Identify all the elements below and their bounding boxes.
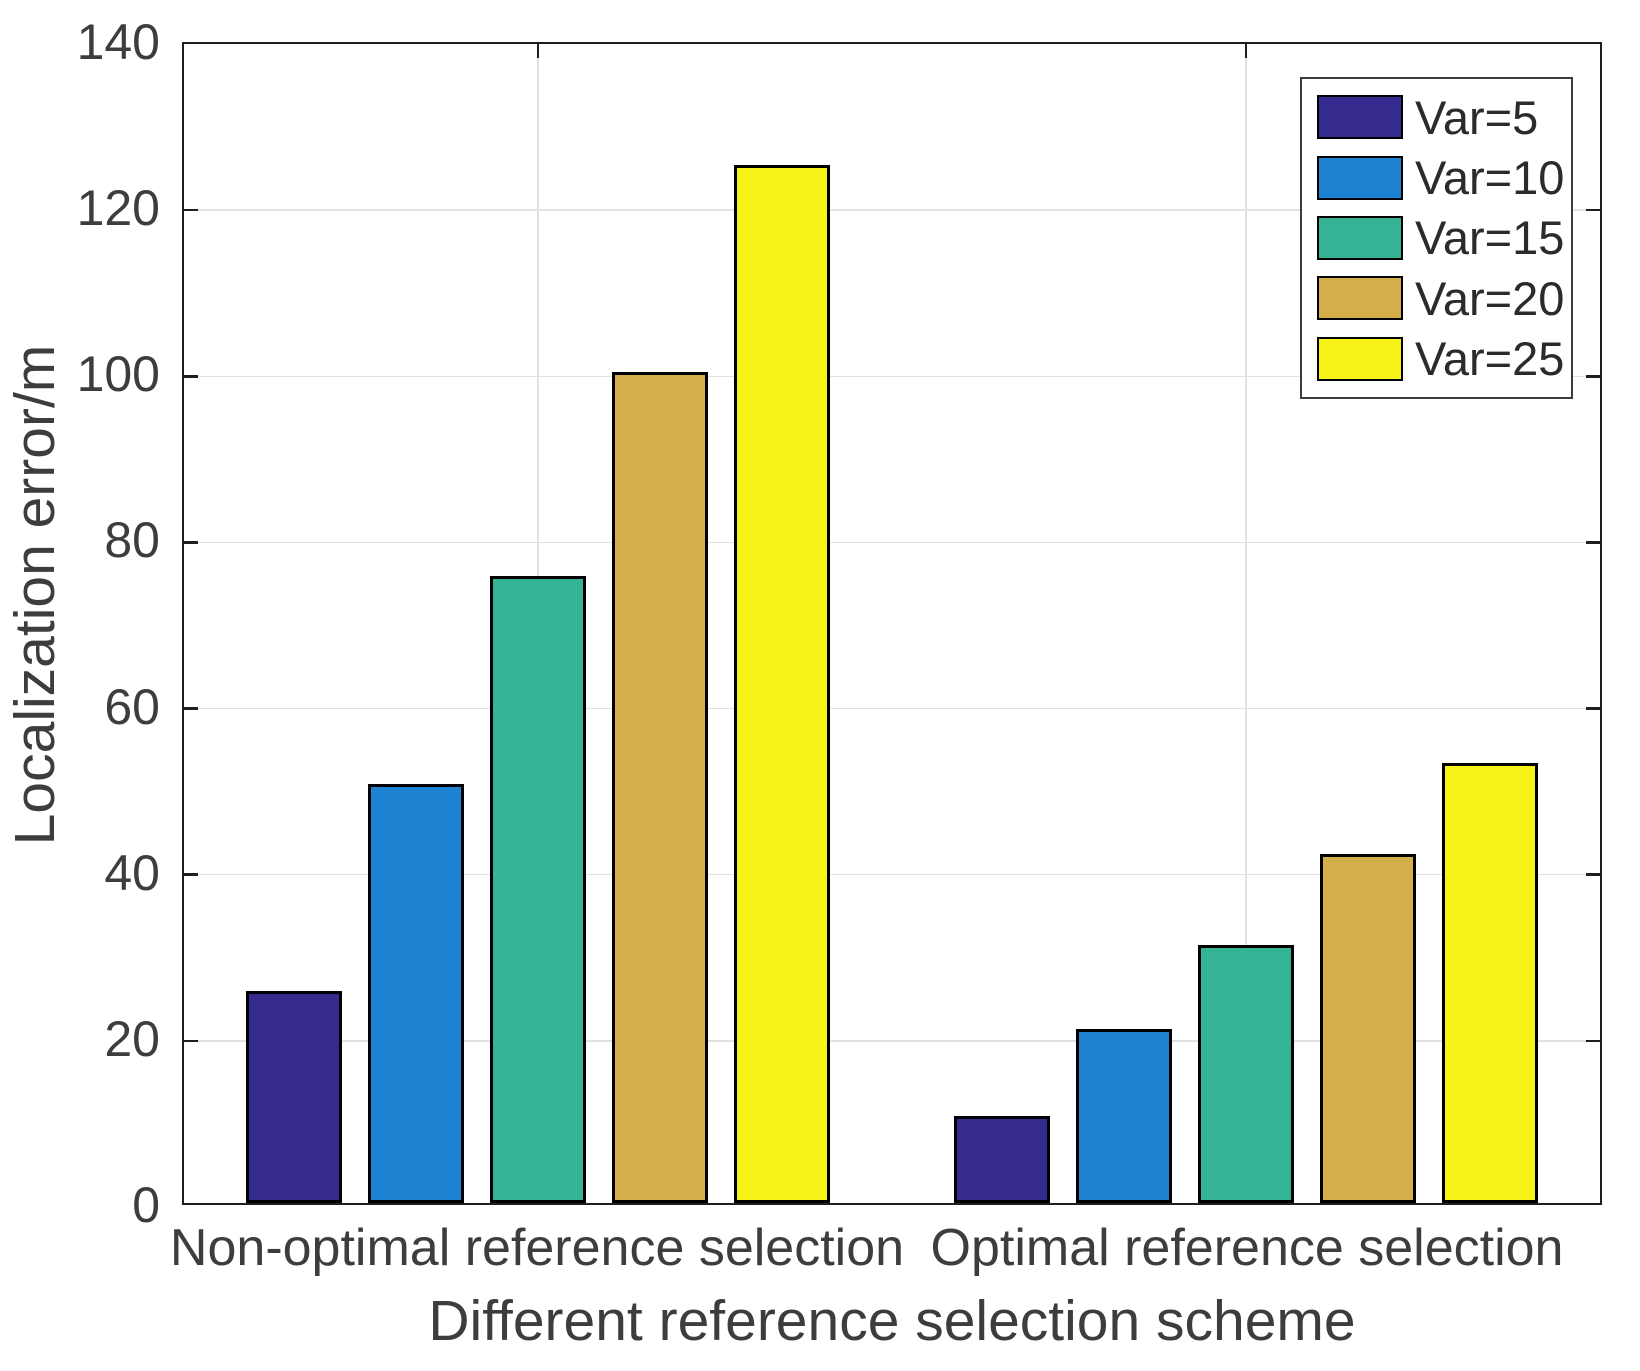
y-axis-label: Localization error/m bbox=[3, 344, 67, 846]
x-axis-title: Different reference selection scheme bbox=[428, 1289, 1356, 1353]
y-tick-label: 20 bbox=[104, 1010, 160, 1067]
y-tick-label: 140 bbox=[76, 14, 160, 70]
bar-group bbox=[246, 164, 830, 1203]
bar-var-5 bbox=[246, 991, 342, 1203]
y-tick-label: 0 bbox=[132, 1177, 160, 1233]
bar-var-25 bbox=[1442, 762, 1538, 1203]
y-tick-label: 80 bbox=[104, 512, 160, 569]
legend-swatch bbox=[1317, 276, 1403, 321]
bar-var-5 bbox=[954, 1115, 1050, 1203]
y-tick-left bbox=[184, 375, 198, 378]
x-tick-top bbox=[1244, 44, 1248, 58]
y-tick-label: 120 bbox=[76, 180, 160, 237]
legend-label: Var=5 bbox=[1415, 90, 1539, 144]
bar-var-20 bbox=[1320, 854, 1416, 1203]
x-category-label: Non-optimal reference selection bbox=[169, 1219, 905, 1277]
legend-swatch bbox=[1317, 336, 1403, 381]
y-gridline bbox=[184, 375, 1600, 378]
y-tick-label: 60 bbox=[104, 678, 160, 735]
y-tick-label: 100 bbox=[76, 346, 160, 403]
y-gridline bbox=[184, 209, 1600, 211]
y-tick-right bbox=[1586, 208, 1600, 212]
plot-inner bbox=[184, 44, 1600, 1203]
legend-swatch bbox=[1317, 215, 1403, 260]
x-category-label: Optimal reference selection bbox=[930, 1219, 1564, 1277]
bar-var-10 bbox=[368, 783, 464, 1203]
legend-entry: Var=20 bbox=[1302, 275, 1571, 322]
legend-swatch bbox=[1317, 155, 1403, 200]
bar-var-25 bbox=[734, 164, 830, 1203]
legend-label: Var=15 bbox=[1415, 211, 1565, 265]
legend-label: Var=20 bbox=[1415, 271, 1565, 325]
y-tick-right bbox=[1586, 873, 1600, 876]
y-tick-right bbox=[1586, 375, 1600, 378]
y-gridline bbox=[184, 541, 1600, 544]
y-tick-right bbox=[1586, 1039, 1600, 1043]
y-tick-left bbox=[184, 1039, 198, 1043]
y-tick-left bbox=[184, 541, 198, 544]
legend-label: Var=25 bbox=[1415, 332, 1565, 386]
legend-swatch bbox=[1317, 95, 1403, 140]
x-tick-top bbox=[536, 44, 540, 58]
y-gridline bbox=[184, 707, 1600, 710]
legend-entry: Var=10 bbox=[1302, 154, 1571, 201]
y-tick-label: 40 bbox=[104, 844, 160, 901]
bar-var-15 bbox=[490, 575, 586, 1203]
y-gridline bbox=[184, 873, 1600, 876]
y-tick-right bbox=[1586, 707, 1600, 710]
bar-var-15 bbox=[1198, 945, 1294, 1203]
y-tick-left bbox=[184, 208, 198, 212]
x-gridline bbox=[1245, 44, 1247, 1203]
legend-label: Var=10 bbox=[1415, 151, 1565, 205]
bar-group bbox=[954, 762, 1538, 1203]
y-gridline bbox=[184, 1040, 1600, 1042]
y-tick-left bbox=[184, 873, 198, 876]
y-tick-left bbox=[184, 707, 198, 710]
y-tick-right bbox=[1586, 541, 1600, 544]
legend-entry: Var=15 bbox=[1302, 214, 1571, 261]
legend: Var=5 Var=10 Var=15 Var=20 Var=25 bbox=[1300, 77, 1573, 399]
legend-entry: Var=25 bbox=[1302, 335, 1571, 382]
legend-entry: Var=5 bbox=[1302, 94, 1571, 141]
bar-var-10 bbox=[1076, 1028, 1172, 1203]
bar-var-20 bbox=[612, 372, 708, 1203]
